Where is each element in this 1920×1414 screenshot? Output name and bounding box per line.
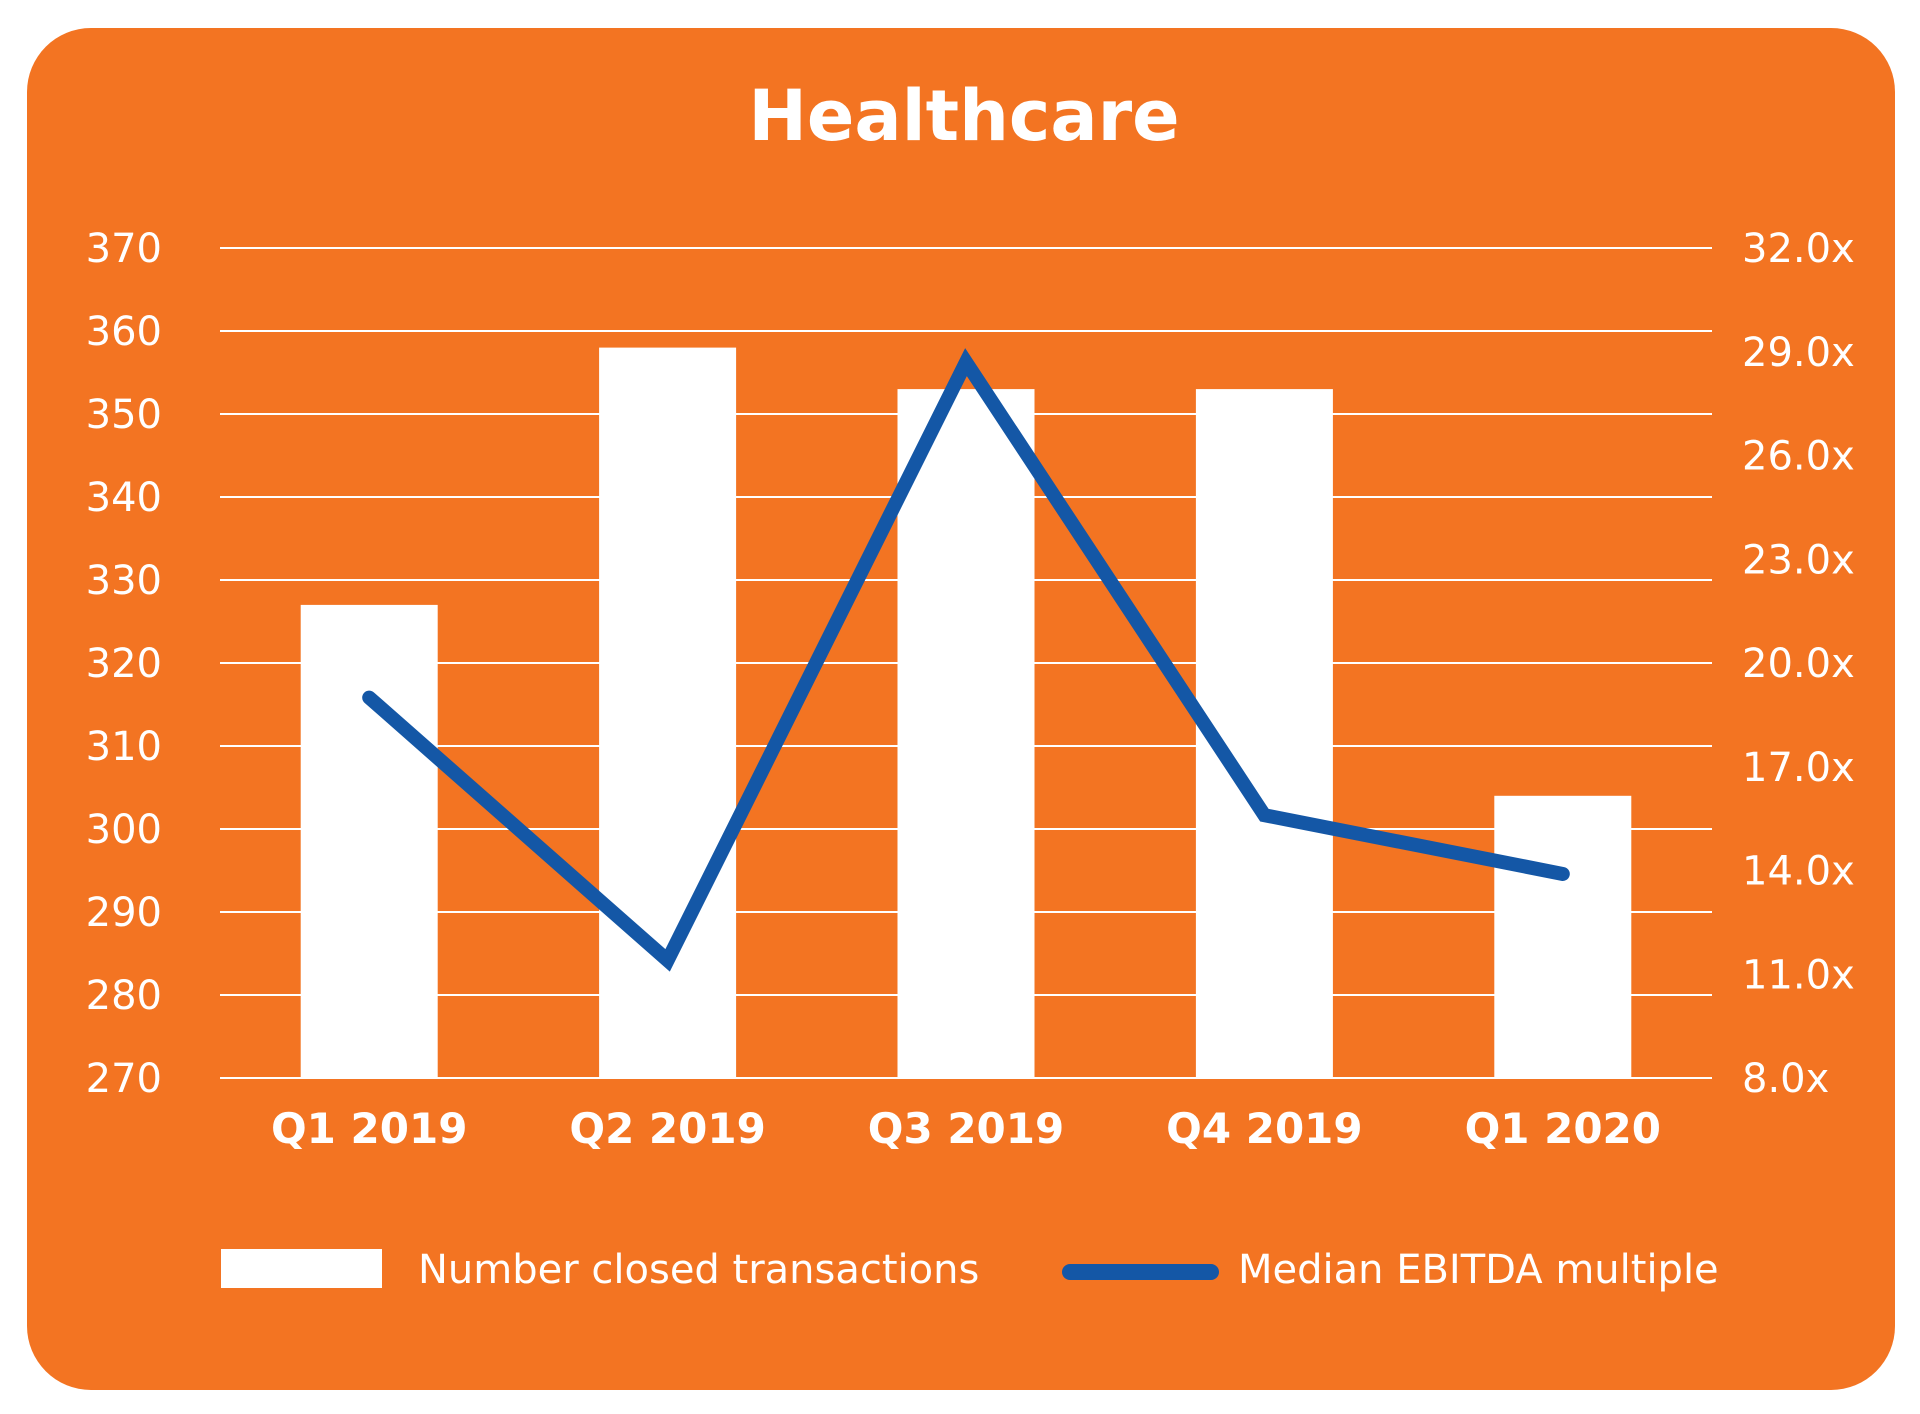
left-tick-label: 340 [86, 475, 162, 521]
right-axis-ticks: 8.0x 11.0x 14.0x 17.0x 20.0x 23.0x 26.0x 29.0x 3… [1742, 226, 1855, 1102]
right-tick-label: 29.0x [1742, 330, 1855, 376]
right-tick-label: 26.0x [1742, 434, 1855, 480]
left-tick-label: 320 [86, 641, 162, 687]
right-tick-label: 8.0x [1742, 1056, 1829, 1102]
bar-series [300, 347, 1632, 1079]
legend-swatch-bars [221, 1249, 382, 1288]
category-label: Q1 2020 [1465, 1104, 1661, 1153]
right-tick-label: 23.0x [1742, 537, 1855, 583]
left-tick-label: 360 [86, 309, 162, 355]
category-label: Q4 2019 [1166, 1104, 1362, 1153]
bar [1494, 795, 1632, 1078]
right-tick-label: 11.0x [1742, 952, 1855, 998]
bar [300, 604, 438, 1078]
left-tick-label: 310 [86, 724, 162, 770]
left-tick-label: 270 [86, 1056, 162, 1102]
left-tick-label: 350 [86, 392, 162, 438]
right-tick-label: 32.0x [1742, 226, 1855, 272]
left-tick-label: 280 [86, 973, 162, 1019]
left-tick-label: 290 [86, 890, 162, 936]
left-tick-label: 300 [86, 807, 162, 853]
line-series [362, 348, 1570, 972]
legend-label-bars: Number closed transactions [418, 1247, 979, 1293]
left-tick-label: 330 [86, 558, 162, 604]
right-tick-label: 17.0x [1742, 745, 1855, 791]
category-label: Q1 2019 [271, 1104, 467, 1153]
category-label: Q3 2019 [868, 1104, 1064, 1153]
right-tick-label: 14.0x [1742, 849, 1855, 895]
left-axis-ticks: 270 280 290 300 310 320 330 340 350 360 370 [86, 226, 162, 1102]
left-tick-label: 370 [86, 226, 162, 272]
legend-label-line: Median EBITDA multiple [1238, 1247, 1719, 1293]
right-tick-label: 20.0x [1742, 641, 1855, 687]
legend: Number closed transactions Median EBITDA… [221, 1247, 1719, 1293]
category-labels: Q1 2019 Q2 2019 Q3 2019 Q4 2019 Q1 2020 [271, 1104, 1661, 1153]
bar [897, 389, 1035, 1079]
category-label: Q2 2019 [569, 1104, 765, 1153]
chart-title: Healthcare [748, 75, 1179, 157]
